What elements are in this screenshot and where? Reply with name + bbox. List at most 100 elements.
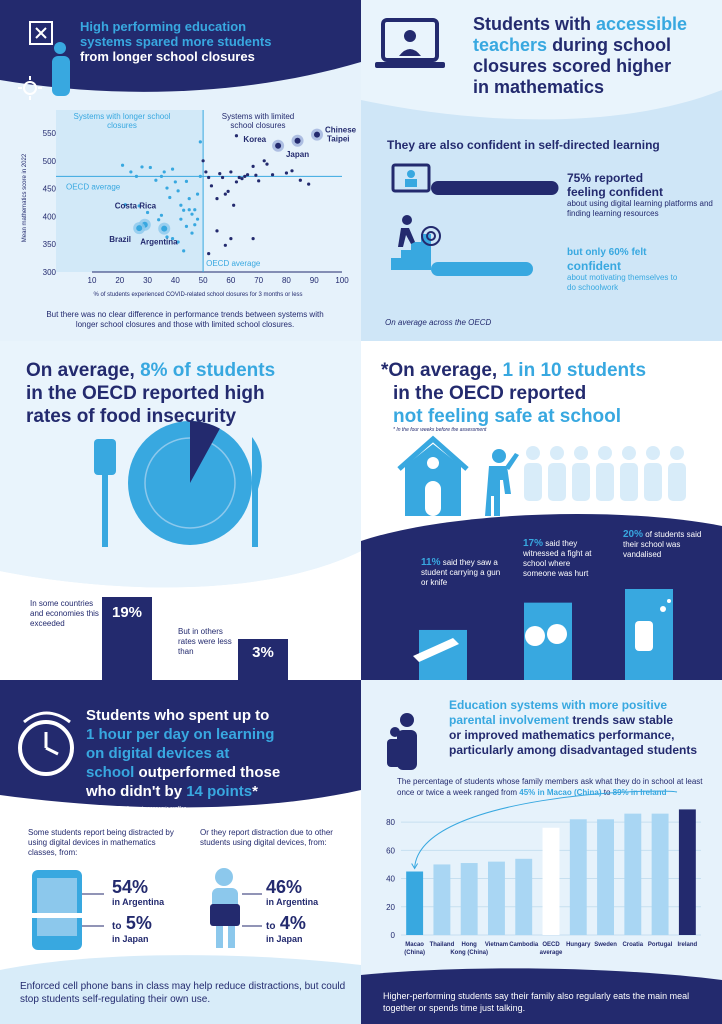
- y-tick-label: 20: [386, 903, 395, 912]
- x-axis-label: % of students experienced COVID-related …: [93, 292, 302, 298]
- parental-bar-chart: 0 20 40 60 80 Macao (China) Thailand Hong Kong (C…: [386, 790, 701, 956]
- x-tick-label: Thailand: [430, 942, 455, 948]
- panel-5-footnote: * After accounting for socio-economic pr…: [86, 806, 187, 812]
- x-tick-label: 50: [199, 276, 208, 285]
- y-tick-label: 80: [386, 818, 395, 827]
- panel-2-title-b: during school: [547, 35, 672, 55]
- scatter-point: [170, 167, 175, 171]
- scatter-point: [226, 189, 230, 193]
- scatter-point: [229, 237, 233, 241]
- scatter-chart: 300 350 400 450 500 550 10 20 30 40 50 60 70 80 90 100 O…: [22, 110, 357, 298]
- food-low-text: But in others rates were less than: [178, 627, 232, 656]
- y-tick-label: 40: [386, 875, 395, 884]
- distraction-right-to: to: [266, 921, 276, 932]
- scatter-point: [159, 213, 164, 217]
- highlight-point: [161, 225, 168, 232]
- scatter-point: [140, 165, 144, 169]
- scatter-point: [184, 179, 189, 183]
- bar: [542, 827, 560, 935]
- scatter-point: [298, 178, 302, 182]
- scatter-point: [240, 176, 244, 181]
- scatter-point: [187, 197, 191, 201]
- scatter-point: [176, 189, 180, 193]
- x-tick-label: 80: [282, 276, 291, 285]
- panel-1-note: But there was no clear difference in per…: [46, 310, 324, 329]
- scatter-point: [193, 223, 197, 227]
- scatter-point: [262, 159, 266, 163]
- panel-6-title-c: particularly among disadvantaged student…: [449, 743, 698, 757]
- point-label: Costa Rica: [115, 202, 157, 211]
- panel-6-title-hl-a: Education systems with more positive: [449, 698, 668, 712]
- x-tick-label: 90: [310, 276, 319, 285]
- x-tick-label: Portugal: [648, 942, 673, 948]
- scatter-point: [168, 195, 172, 200]
- y-tick-label: 300: [43, 268, 57, 277]
- x-tick-label: average: [540, 950, 563, 956]
- panel-6-desc-b: to: [601, 788, 613, 797]
- panel-6-bottom-note: Higher-performing students say their fam…: [383, 991, 690, 1013]
- x-tick-label: Ireland: [678, 942, 698, 948]
- scatter-point: [137, 204, 141, 208]
- scatter-point: [159, 174, 164, 178]
- panel-school-safety: *On average, 1 in 10 students in the OEC…: [361, 341, 722, 680]
- x-tick-label: Croatia: [622, 942, 643, 948]
- x-tick-label: Macao: [405, 942, 424, 948]
- panel-4-art: [361, 435, 722, 680]
- panel-2-title-a: Students with: [473, 14, 596, 34]
- panel-3-art: [0, 341, 361, 680]
- point-label: Taipei: [327, 135, 350, 144]
- panel-1-title-line-2: systems spared more students: [80, 34, 272, 49]
- stat-bar-19: [102, 597, 152, 680]
- panel-6-art: [361, 713, 722, 1024]
- scatter-point: [215, 197, 219, 201]
- y-tick-label: 450: [43, 185, 57, 194]
- panel-4-title-c: not feeling safe at school: [393, 406, 622, 427]
- scatter-point: [170, 237, 175, 241]
- scatter-point: [198, 140, 202, 144]
- panel-parental-involvement: Education systems with more positive par…: [361, 680, 722, 1024]
- panel-6-title-a: trends saw stable: [569, 713, 674, 727]
- bar: [651, 813, 669, 935]
- x-tick-label: 10: [88, 276, 97, 285]
- panel-2-title-hl-b: teachers: [473, 35, 548, 55]
- panel-1-title-line-3: from longer school closures: [80, 49, 255, 64]
- panel-2-title-c: closures scored higher: [473, 56, 672, 76]
- x-tick-label: 20: [115, 276, 124, 285]
- scatter-point: [173, 180, 177, 184]
- x-tick-label: Vietnam: [485, 942, 508, 948]
- panel-5-title-b: outperformed those: [134, 764, 281, 781]
- scatter-point: [165, 186, 169, 190]
- panel-digital-devices: Students who spent up to 1 hour per day …: [0, 680, 361, 1024]
- scatter-point: [232, 203, 236, 207]
- safety-stat-3-pct: 20%: [623, 529, 644, 540]
- distraction-right-value-2: 4%: [279, 913, 306, 933]
- distraction-right-intro: Or they report distraction due to other …: [200, 828, 333, 847]
- bar: [569, 819, 587, 935]
- panel-food-insecurity: On average, 8% of students in the OECD r…: [0, 341, 361, 680]
- highlight-point: [294, 137, 301, 144]
- panel-1-art: [0, 0, 361, 100]
- highlight-point: [314, 131, 320, 138]
- x-tick-label: 40: [171, 276, 180, 285]
- bar: [488, 861, 505, 935]
- bar: [515, 858, 533, 935]
- x-tick-label: 70: [254, 276, 263, 285]
- point-label: Argentina: [140, 238, 178, 247]
- panel-5-art: [0, 680, 361, 1024]
- region-left-label: Systems with longer school closures: [73, 112, 171, 130]
- point-label: Chinese: [325, 126, 357, 135]
- y-tick-label: 60: [386, 846, 395, 855]
- x-tick-label: Kong (China): [450, 950, 488, 956]
- scatter-point: [265, 162, 269, 166]
- panel-2-title-d: in mathematics: [473, 77, 605, 97]
- scatter-point: [251, 164, 255, 168]
- scatter-point: [229, 170, 233, 174]
- x-tick-label: 30: [143, 276, 152, 285]
- panel-3-title-c: rates of food insecurity: [26, 406, 237, 427]
- scatter-point: [215, 229, 219, 233]
- panel-5-bottom-note: Enforced cell phone bans in class may he…: [20, 981, 346, 1005]
- bar: [597, 819, 614, 935]
- scatter-point: [176, 240, 180, 244]
- panel-5-title-hl-a: 1 hour per day on learning: [86, 726, 275, 743]
- x-tick-label: (China): [404, 950, 425, 956]
